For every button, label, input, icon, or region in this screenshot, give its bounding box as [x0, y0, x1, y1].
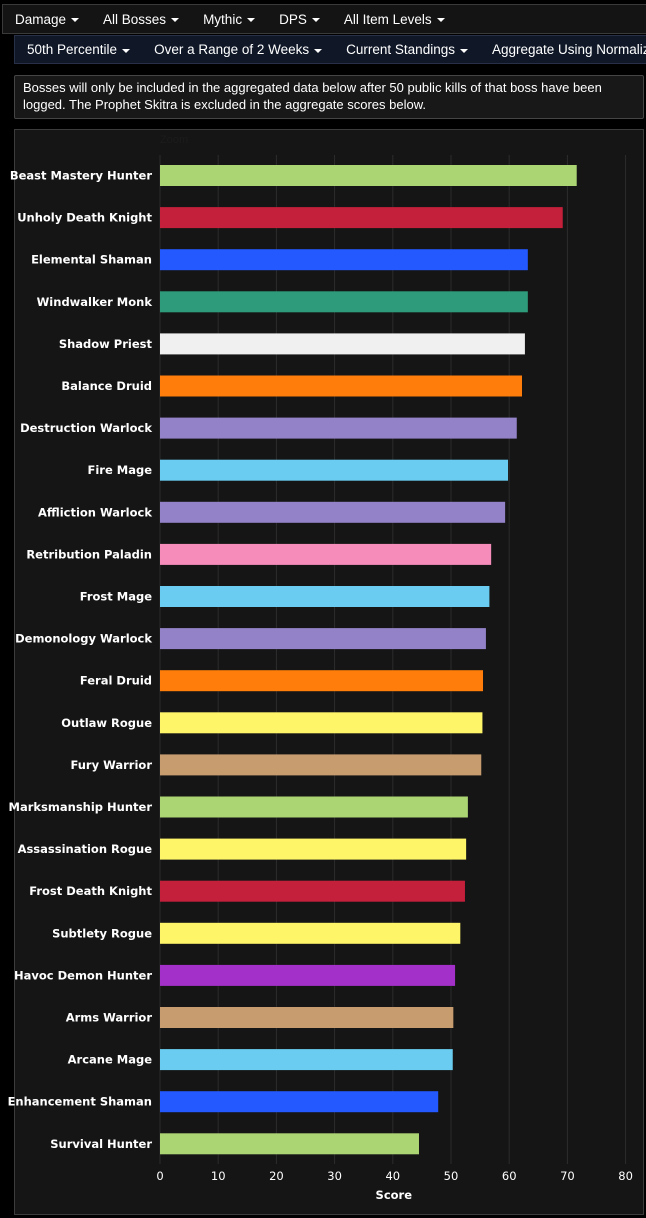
category-label: Arms Warrior — [66, 1011, 153, 1025]
boss-dropdown[interactable]: All Bosses — [91, 12, 191, 27]
category-label: Subtlety Rogue — [52, 926, 152, 940]
filter-bar-primary: Damage All Bosses Mythic DPS All Item Le… — [2, 4, 646, 34]
bar — [160, 964, 456, 986]
bar — [160, 670, 484, 692]
bar — [160, 754, 482, 776]
difficulty-dropdown[interactable]: Mythic — [191, 12, 267, 27]
metric-dropdown-label: Damage — [15, 11, 67, 27]
category-label: Elemental Shaman — [31, 253, 152, 267]
bar — [160, 838, 467, 860]
role-dropdown[interactable]: DPS — [267, 12, 332, 27]
caret-down-icon — [311, 18, 320, 22]
bar — [160, 1091, 439, 1113]
bar — [160, 586, 490, 607]
boss-dropdown-label: All Bosses — [103, 11, 167, 27]
bar — [160, 543, 492, 565]
category-label: Destruction Warlock — [20, 421, 152, 435]
timeframe-dropdown-label: Over a Range of 2 Weeks — [154, 42, 310, 57]
category-label: Survival Hunter — [50, 1137, 152, 1151]
bar — [160, 375, 523, 397]
item-level-dropdown-label: All Item Levels — [343, 11, 432, 27]
bar — [160, 1049, 453, 1071]
bar — [160, 796, 468, 818]
caret-down-icon — [459, 48, 468, 53]
category-label: Outlaw Rogue — [61, 716, 152, 730]
category-label: Frost Mage — [80, 590, 152, 604]
category-label: Frost Death Knight — [29, 884, 152, 898]
x-tick-label: 40 — [385, 1169, 400, 1183]
category-label: Fire Mage — [87, 463, 152, 477]
category-label: Beast Mastery Hunter — [10, 169, 152, 183]
caret-down-icon — [436, 18, 445, 22]
x-tick-label: 60 — [502, 1169, 517, 1183]
x-tick-label: 30 — [327, 1169, 342, 1183]
bar — [160, 922, 461, 944]
category-label: Arcane Mage — [68, 1053, 153, 1067]
timeframe-dropdown[interactable]: Over a Range of 2 Weeks — [142, 42, 334, 57]
metric-dropdown[interactable]: Damage — [3, 12, 91, 27]
caret-down-icon — [171, 18, 180, 22]
caret-down-icon — [122, 48, 131, 53]
caret-down-icon — [247, 18, 256, 22]
category-label: Windwalker Monk — [37, 295, 153, 309]
category-label: Enhancement Shaman — [8, 1095, 152, 1109]
bar — [160, 249, 528, 271]
x-tick-label: 0 — [156, 1169, 163, 1183]
aggregate-dropdown-label: Aggregate Using Normalized — [491, 42, 646, 57]
category-label: Marksmanship Hunter — [9, 800, 153, 814]
difficulty-dropdown-label: Mythic — [203, 11, 243, 27]
category-label: Fury Warrior — [70, 758, 152, 772]
category-label: Havoc Demon Hunter — [14, 968, 152, 982]
bar — [160, 628, 486, 650]
role-dropdown-label: DPS — [279, 11, 307, 27]
bar — [160, 459, 509, 481]
zoom-label: Zoom — [160, 134, 189, 146]
category-label: Feral Druid — [80, 674, 152, 688]
bar — [160, 880, 465, 902]
bar — [160, 333, 525, 355]
category-label: Balance Druid — [61, 379, 152, 393]
category-label: Demonology Warlock — [15, 632, 152, 646]
aggregation-notice: Bosses will only be included in the aggr… — [14, 75, 644, 119]
bar — [160, 1133, 419, 1155]
x-axis-title: Score — [376, 1188, 413, 1202]
category-label: Assassination Rogue — [18, 842, 153, 856]
percentile-dropdown[interactable]: 50th Percentile — [15, 42, 142, 57]
item-level-dropdown[interactable]: All Item Levels — [332, 12, 457, 27]
standings-dropdown[interactable]: Current Standings — [334, 42, 480, 57]
standings-dropdown-label: Current Standings — [346, 42, 455, 57]
bar — [160, 712, 483, 734]
category-label: Unholy Death Knight — [17, 211, 152, 225]
bar — [160, 291, 528, 313]
x-tick-label: 10 — [211, 1169, 226, 1183]
category-label: Shadow Priest — [59, 337, 153, 351]
x-tick-label: 20 — [269, 1169, 284, 1183]
x-tick-label: 80 — [618, 1169, 633, 1183]
bar — [160, 501, 506, 523]
aggregate-dropdown[interactable]: Aggregate Using Normalized — [480, 42, 646, 57]
category-label: Affliction Warlock — [38, 505, 152, 519]
category-label: Retribution Paladin — [26, 547, 152, 561]
bar — [160, 207, 563, 229]
bar — [160, 165, 577, 186]
bar — [160, 1007, 454, 1028]
bar — [160, 417, 517, 439]
x-tick-label: 50 — [444, 1169, 459, 1183]
x-tick-label: 70 — [560, 1169, 575, 1183]
filter-bar-secondary: 50th Percentile Over a Range of 2 Weeks … — [14, 35, 646, 64]
percentile-dropdown-label: 50th Percentile — [27, 42, 118, 57]
caret-down-icon — [314, 48, 323, 53]
caret-down-icon — [71, 18, 80, 22]
